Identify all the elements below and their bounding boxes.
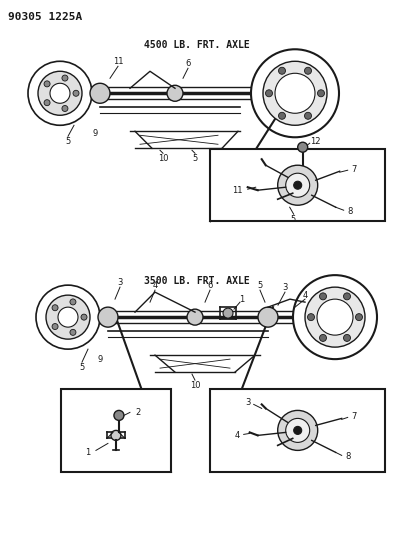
Text: 5: 5: [257, 281, 263, 289]
Circle shape: [36, 285, 100, 349]
Circle shape: [286, 418, 310, 442]
Circle shape: [266, 90, 272, 97]
Text: 4: 4: [235, 431, 241, 440]
Bar: [210, 149, 385, 221]
Text: 9: 9: [97, 354, 103, 364]
Text: 4: 4: [152, 281, 158, 289]
Circle shape: [70, 329, 76, 335]
Text: 11: 11: [232, 185, 243, 195]
Circle shape: [356, 313, 362, 321]
Circle shape: [81, 314, 87, 320]
Circle shape: [70, 299, 76, 305]
Bar: [61, 389, 171, 472]
Circle shape: [286, 173, 310, 197]
Circle shape: [187, 309, 203, 325]
Text: 6: 6: [208, 281, 213, 289]
Text: 3: 3: [118, 278, 123, 287]
Text: 3: 3: [282, 282, 288, 292]
Circle shape: [38, 71, 82, 115]
Circle shape: [278, 410, 318, 450]
Text: 7: 7: [351, 412, 356, 421]
Circle shape: [62, 75, 68, 81]
Text: 9: 9: [92, 129, 97, 138]
Text: 2: 2: [135, 408, 141, 417]
Circle shape: [223, 308, 233, 318]
Circle shape: [294, 426, 302, 434]
Text: 5: 5: [79, 362, 84, 372]
Circle shape: [298, 142, 308, 152]
Circle shape: [258, 307, 278, 327]
Text: 11: 11: [113, 57, 123, 66]
Circle shape: [50, 83, 70, 103]
Text: 3500 LB. FRT. AXLE: 3500 LB. FRT. AXLE: [143, 277, 250, 286]
Circle shape: [279, 112, 285, 119]
Circle shape: [46, 295, 90, 339]
Text: 3: 3: [245, 398, 250, 407]
Circle shape: [317, 299, 353, 335]
Circle shape: [279, 67, 285, 74]
Circle shape: [293, 275, 377, 359]
Text: 10: 10: [190, 381, 200, 390]
Circle shape: [275, 73, 315, 114]
Circle shape: [343, 334, 351, 342]
Text: 6: 6: [185, 59, 191, 68]
Circle shape: [90, 83, 110, 103]
Circle shape: [263, 61, 327, 125]
Text: 8: 8: [345, 452, 351, 461]
Circle shape: [320, 334, 327, 342]
Bar: [210, 389, 385, 472]
Circle shape: [167, 85, 183, 101]
Text: 5: 5: [65, 137, 71, 146]
Circle shape: [278, 165, 318, 205]
Circle shape: [318, 90, 325, 97]
Text: 4: 4: [302, 290, 308, 300]
Text: 5: 5: [193, 154, 198, 163]
Circle shape: [58, 307, 78, 327]
Circle shape: [251, 49, 339, 138]
Circle shape: [98, 307, 118, 327]
Text: 7: 7: [351, 165, 356, 174]
Circle shape: [44, 100, 50, 106]
Circle shape: [307, 313, 314, 321]
Circle shape: [28, 61, 92, 125]
Text: 12: 12: [310, 137, 321, 146]
Circle shape: [343, 293, 351, 300]
Text: 8: 8: [347, 207, 353, 216]
Text: 4500 LB. FRT. AXLE: 4500 LB. FRT. AXLE: [143, 41, 250, 50]
Text: 10: 10: [158, 154, 168, 163]
Circle shape: [52, 305, 58, 311]
Text: 1: 1: [239, 295, 244, 304]
Circle shape: [114, 410, 124, 421]
Text: 1: 1: [85, 448, 90, 457]
Circle shape: [44, 81, 50, 87]
Circle shape: [73, 90, 79, 96]
Circle shape: [62, 106, 68, 111]
Circle shape: [52, 324, 58, 329]
Circle shape: [305, 287, 365, 347]
Circle shape: [305, 112, 312, 119]
Circle shape: [294, 181, 302, 189]
Circle shape: [305, 67, 312, 74]
Text: 90305 1225A: 90305 1225A: [8, 12, 82, 22]
Circle shape: [111, 431, 121, 440]
Text: 5: 5: [290, 215, 295, 224]
Circle shape: [320, 293, 327, 300]
